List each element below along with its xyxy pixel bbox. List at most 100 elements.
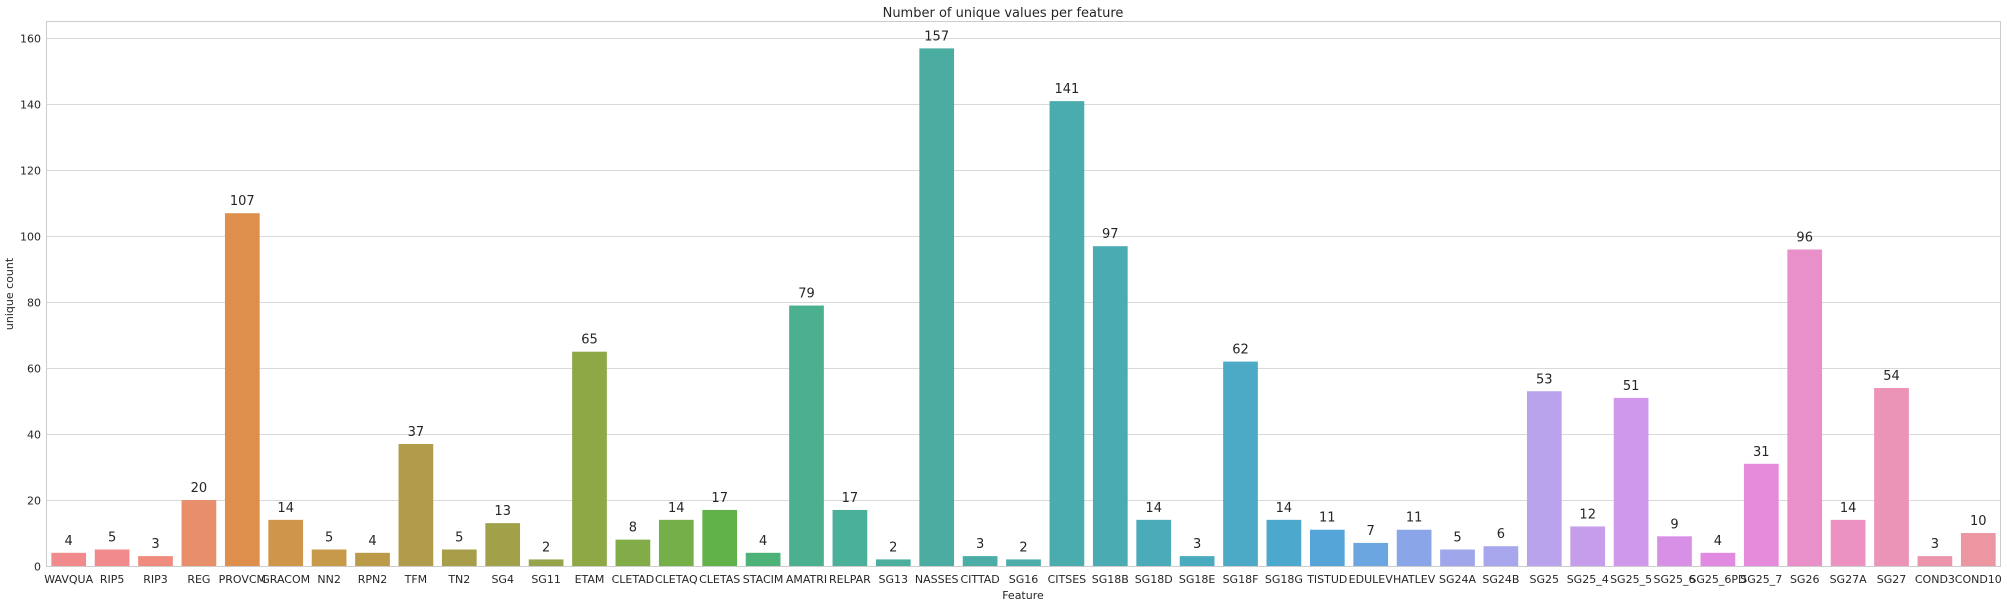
- y-tick-label: 40: [27, 429, 41, 442]
- bar: [658, 519, 694, 566]
- bar: [311, 549, 347, 566]
- bar: [1179, 556, 1215, 566]
- bar: [1830, 519, 1866, 566]
- bars: [51, 48, 1996, 567]
- bar: [355, 552, 390, 566]
- x-tick-label: SG25: [1530, 573, 1560, 586]
- x-tick-label: HATLEV: [1393, 573, 1436, 586]
- x-tick-label: TISTUD: [1306, 573, 1347, 586]
- data-label: 37: [408, 425, 425, 440]
- x-tick-label: REG: [187, 573, 210, 586]
- data-label: 4: [368, 534, 376, 549]
- bar: [1917, 556, 1953, 566]
- x-tick-label: SG26: [1790, 573, 1820, 586]
- x-tick-label: AMATRI: [786, 573, 827, 586]
- data-label: 31: [1753, 445, 1770, 460]
- data-label: 14: [1276, 501, 1293, 516]
- x-tick-label: SG11: [531, 573, 561, 586]
- x-tick-label: TN2: [447, 573, 470, 586]
- data-label: 53: [1536, 372, 1553, 387]
- data-label: 5: [108, 531, 116, 546]
- bar: [1309, 529, 1345, 566]
- bar: [138, 556, 173, 566]
- bar: [615, 539, 651, 566]
- bar: [745, 552, 781, 566]
- data-label: 3: [1193, 537, 1201, 552]
- bar: [1960, 533, 1996, 566]
- data-label: 12: [1579, 507, 1596, 522]
- x-tick-label: RIP3: [143, 573, 168, 586]
- bar: [1049, 101, 1085, 567]
- data-label: 7: [1367, 524, 1375, 539]
- data-label: 14: [668, 501, 685, 516]
- x-tick-label: CLETAS: [699, 573, 740, 586]
- bar: [1440, 549, 1475, 566]
- data-label: 79: [798, 287, 815, 302]
- data-label: 14: [1145, 501, 1162, 516]
- bar: [94, 549, 130, 566]
- y-tick-label: 0: [34, 561, 41, 574]
- x-tick-label: CITSES: [1048, 573, 1087, 586]
- y-tick-label: 160: [20, 33, 41, 46]
- bar: [962, 556, 998, 566]
- bar: [1223, 361, 1258, 566]
- data-label: 8: [629, 521, 637, 536]
- data-label: 3: [151, 537, 159, 552]
- data-label: 157: [924, 29, 949, 44]
- x-tick-label: CITTAD: [960, 573, 999, 586]
- x-tick-label: TFM: [404, 573, 428, 586]
- bar: [832, 509, 868, 566]
- y-tick-label: 60: [27, 363, 41, 376]
- x-tick-label: NN2: [317, 573, 340, 586]
- data-label: 2: [542, 540, 550, 555]
- bar: [1657, 536, 1692, 566]
- x-tick-label: SG25_6: [1653, 573, 1695, 586]
- bar: [441, 549, 477, 566]
- x-tick-label: NASSES: [915, 573, 959, 586]
- bar: [1136, 519, 1172, 566]
- x-axis-label: Feature: [1002, 589, 1044, 602]
- data-label: 20: [191, 481, 208, 496]
- x-tick-label: SG25_6PD: [1689, 573, 1746, 586]
- data-label: 65: [581, 333, 598, 348]
- data-label: 5: [455, 531, 463, 546]
- x-tick-label: PROVCM: [219, 573, 266, 586]
- bar: [1743, 463, 1779, 566]
- plot-frame: [46, 21, 2001, 567]
- x-tick-label: SG27A: [1830, 573, 1868, 586]
- x-tick-label: RELPAR: [829, 573, 871, 586]
- x-tick-label: SG18F: [1223, 573, 1259, 586]
- data-label: 6: [1497, 527, 1505, 542]
- bar: [702, 509, 738, 566]
- x-tick-label: RPN2: [358, 573, 388, 586]
- x-tick-label: GRACOM: [261, 573, 310, 586]
- data-label: 11: [1319, 511, 1336, 526]
- x-tick-label: SG18B: [1092, 573, 1129, 586]
- bar: [1483, 546, 1519, 566]
- bar: [528, 559, 564, 566]
- x-tick-label: STACIM: [743, 573, 784, 586]
- data-label: 4: [759, 534, 767, 549]
- data-label: 107: [230, 194, 255, 209]
- bar: [51, 552, 87, 566]
- x-tick-label: SG27: [1877, 573, 1907, 586]
- bar: [1613, 397, 1649, 566]
- y-axis-label: unique count: [3, 257, 16, 330]
- x-tick-label: EDULEV: [1349, 573, 1394, 586]
- bar: [181, 500, 217, 566]
- data-label: 9: [1670, 517, 1678, 532]
- data-label: 2: [889, 540, 897, 555]
- x-tick-label: CLETAQ: [655, 573, 698, 586]
- data-label: 10: [1970, 514, 1987, 529]
- y-tick-label: 140: [20, 99, 41, 112]
- bar: [1570, 526, 1606, 566]
- bar: [1700, 552, 1736, 566]
- bar: [268, 519, 304, 566]
- data-label: 14: [1840, 501, 1857, 516]
- x-tick-label: SG13: [879, 573, 909, 586]
- data-label: 4: [1714, 534, 1722, 549]
- bar: [398, 444, 434, 566]
- data-label: 11: [1406, 511, 1423, 526]
- bar: [1006, 559, 1041, 566]
